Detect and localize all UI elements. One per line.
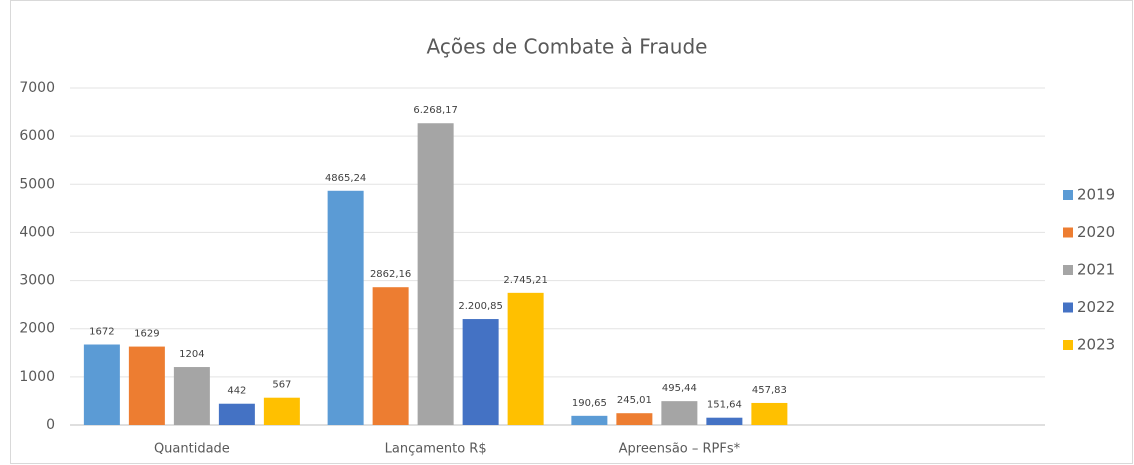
bar bbox=[661, 401, 698, 425]
y-tick-label: 3000 bbox=[19, 273, 55, 289]
bar bbox=[263, 397, 300, 425]
bar bbox=[507, 292, 544, 425]
legend-swatch bbox=[1063, 302, 1073, 313]
x-tick-label: Lançamento R$ bbox=[385, 442, 487, 457]
data-label: 2862,16 bbox=[370, 269, 411, 280]
y-tick-label: 7000 bbox=[19, 80, 55, 96]
data-label: 495,44 bbox=[662, 383, 697, 394]
data-label: 245,01 bbox=[617, 395, 652, 406]
legend-swatch bbox=[1063, 190, 1073, 200]
data-label: 2.745,21 bbox=[503, 275, 548, 286]
bar bbox=[327, 190, 364, 425]
data-label: 6.268,17 bbox=[413, 105, 458, 116]
y-tick-label: 6000 bbox=[19, 128, 55, 144]
bar bbox=[462, 319, 499, 425]
bar bbox=[83, 344, 120, 425]
bar bbox=[706, 417, 743, 425]
data-label: 2.200,85 bbox=[458, 301, 503, 312]
bar bbox=[417, 123, 454, 425]
bar bbox=[751, 402, 788, 425]
y-tick-label: 0 bbox=[46, 417, 55, 433]
legend-label: 2019 bbox=[1077, 186, 1115, 204]
legend-label: 2023 bbox=[1077, 336, 1115, 354]
bar bbox=[616, 413, 653, 425]
legend-swatch bbox=[1063, 227, 1073, 238]
legend-swatch bbox=[1063, 340, 1073, 350]
bar bbox=[173, 367, 210, 425]
bar bbox=[128, 346, 165, 425]
y-tick-label: 1000 bbox=[19, 369, 55, 385]
data-label: 457,83 bbox=[752, 385, 787, 396]
legend-swatch bbox=[1063, 265, 1073, 275]
bar bbox=[571, 415, 608, 425]
data-label: 1204 bbox=[179, 349, 204, 360]
data-label: 151,64 bbox=[707, 400, 742, 411]
bar bbox=[218, 403, 255, 425]
data-label: 1672 bbox=[89, 327, 114, 338]
data-label: 4865,24 bbox=[325, 173, 366, 184]
y-tick-label: 5000 bbox=[19, 176, 55, 192]
data-label: 1629 bbox=[134, 329, 159, 340]
legend-label: 2022 bbox=[1077, 298, 1115, 316]
data-label: 567 bbox=[272, 380, 291, 391]
chart-title: Ações de Combate à Fraude bbox=[427, 35, 708, 59]
bar bbox=[372, 287, 409, 425]
legend-label: 2021 bbox=[1077, 261, 1115, 279]
y-tick-label: 2000 bbox=[19, 321, 55, 337]
y-tick-label: 4000 bbox=[19, 224, 55, 240]
x-tick-label: Apreensão – RPFs* bbox=[619, 442, 741, 457]
legend-label: 2020 bbox=[1077, 223, 1115, 241]
data-label: 442 bbox=[227, 386, 246, 397]
data-label: 190,65 bbox=[572, 398, 607, 409]
x-tick-label: Quantidade bbox=[154, 442, 230, 457]
